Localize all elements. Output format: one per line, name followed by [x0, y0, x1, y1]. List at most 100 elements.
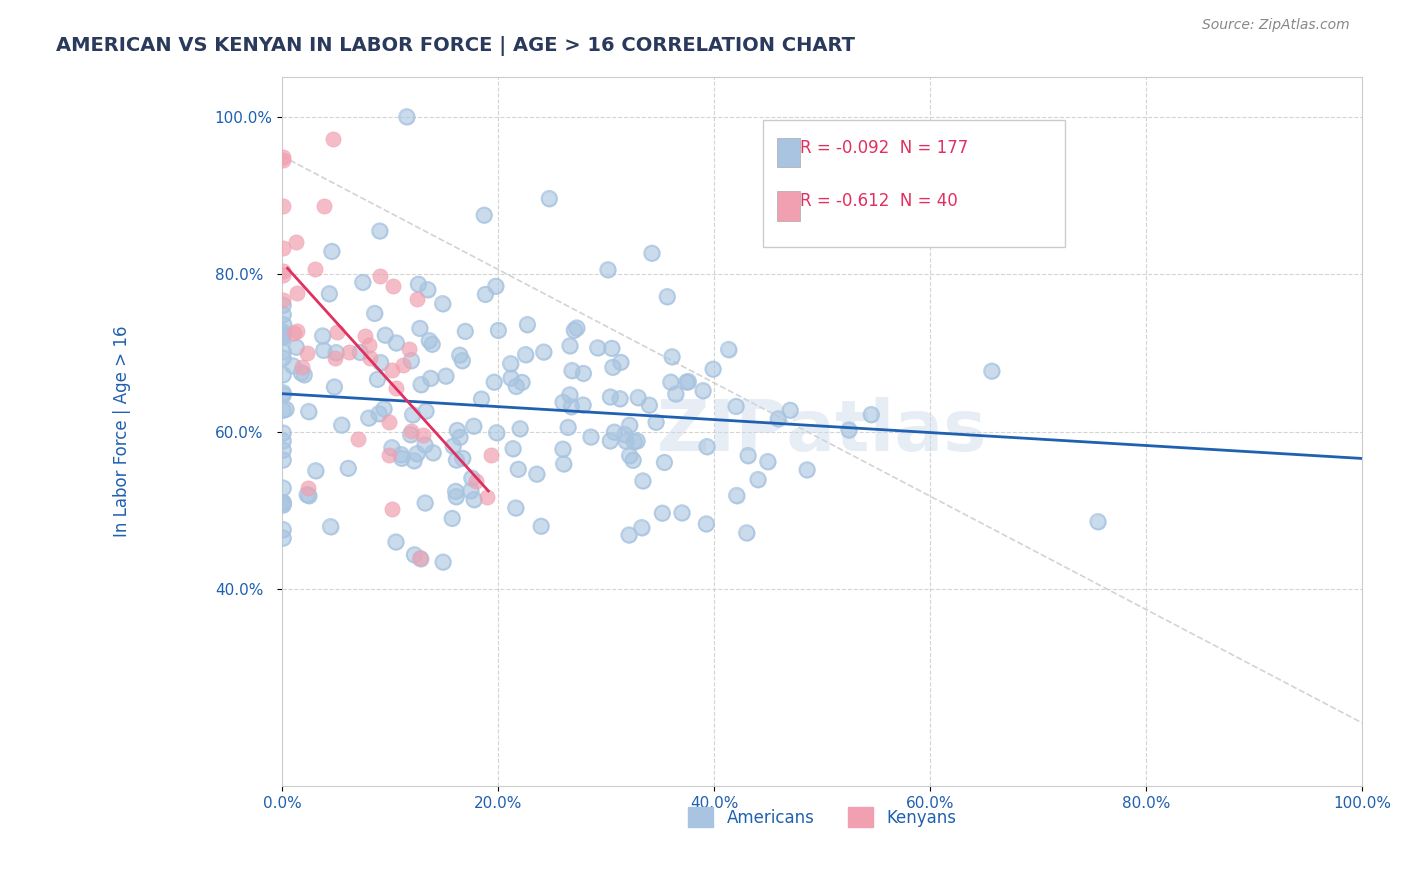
Point: [461, 471, 484, 485]
Point: [617, 528, 640, 542]
Point: [352, 276, 374, 290]
Point: [551, 442, 574, 457]
Point: [516, 318, 538, 332]
Point: [323, 351, 346, 365]
Point: [295, 346, 318, 360]
Point: [747, 473, 769, 487]
Point: [291, 359, 314, 374]
Point: [696, 440, 718, 454]
Point: [645, 415, 668, 429]
Point: [412, 428, 434, 442]
Point: [526, 467, 548, 482]
Point: [292, 368, 315, 382]
Point: [441, 439, 464, 453]
Point: [311, 329, 333, 343]
Point: [323, 380, 346, 394]
Point: [368, 224, 391, 238]
Point: [779, 403, 801, 417]
Point: [724, 400, 747, 414]
Point: [502, 442, 524, 456]
Point: [623, 434, 645, 449]
Point: [385, 381, 408, 395]
Point: [322, 132, 344, 146]
Point: [357, 337, 380, 351]
Point: [565, 321, 588, 335]
Point: [373, 401, 395, 416]
Point: [385, 535, 408, 549]
Point: [271, 425, 294, 440]
Point: [304, 262, 326, 277]
Point: [696, 440, 718, 454]
Point: [418, 334, 440, 348]
Point: [285, 340, 308, 354]
Point: [416, 283, 439, 297]
Point: [271, 481, 294, 495]
Point: [533, 345, 555, 359]
Point: [692, 384, 714, 398]
FancyBboxPatch shape: [776, 191, 800, 220]
Point: [398, 342, 420, 356]
Point: [695, 516, 717, 531]
Point: [538, 192, 561, 206]
Point: [271, 385, 294, 400]
Point: [599, 390, 621, 404]
Point: [271, 531, 294, 545]
Point: [603, 425, 626, 439]
Point: [368, 407, 391, 421]
Point: [409, 551, 432, 566]
Point: [599, 434, 621, 448]
Point: [271, 498, 294, 512]
Point: [671, 506, 693, 520]
Point: [579, 430, 602, 444]
Point: [271, 385, 294, 400]
Point: [630, 521, 652, 535]
Point: [370, 355, 392, 369]
Point: [1087, 515, 1109, 529]
Point: [508, 462, 530, 476]
Point: [463, 492, 485, 507]
Point: [619, 449, 641, 463]
Point: [271, 298, 294, 312]
Point: [271, 481, 294, 495]
Point: [619, 418, 641, 433]
Point: [551, 395, 574, 409]
Point: [319, 519, 342, 533]
Point: [330, 418, 353, 433]
Point: [562, 323, 585, 337]
Point: [724, 400, 747, 414]
Point: [463, 419, 485, 434]
Point: [460, 483, 482, 498]
Point: [516, 318, 538, 332]
Point: [381, 441, 404, 455]
Point: [596, 262, 619, 277]
Point: [692, 384, 714, 398]
Point: [318, 286, 340, 301]
Text: R = -0.612  N = 40: R = -0.612 N = 40: [800, 193, 959, 211]
Point: [368, 224, 391, 238]
Point: [271, 153, 294, 168]
Point: [538, 192, 561, 206]
Point: [271, 495, 294, 509]
Point: [271, 351, 294, 365]
Point: [485, 425, 508, 440]
Point: [464, 475, 486, 489]
Point: [561, 363, 583, 377]
Point: [510, 376, 533, 390]
Point: [600, 342, 623, 356]
Point: [609, 392, 631, 406]
Point: [363, 306, 385, 320]
Point: [374, 328, 396, 343]
Point: [354, 328, 377, 343]
Point: [626, 434, 648, 448]
Point: [638, 398, 661, 412]
Point: [766, 411, 789, 425]
Point: [1087, 515, 1109, 529]
Point: [638, 398, 661, 412]
Point: [381, 441, 404, 455]
Point: [482, 375, 505, 389]
Point: [337, 461, 360, 475]
Point: [432, 555, 454, 569]
Point: [281, 359, 304, 373]
Point: [409, 377, 432, 392]
Point: [271, 523, 294, 537]
